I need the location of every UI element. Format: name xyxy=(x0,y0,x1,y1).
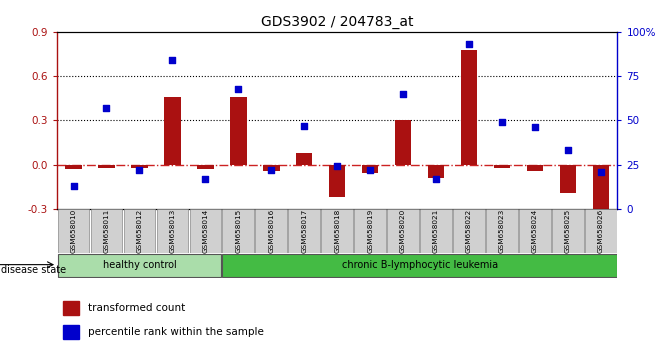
Bar xyxy=(62,301,79,315)
Text: percentile rank within the sample: percentile rank within the sample xyxy=(88,327,264,337)
Text: GSM658012: GSM658012 xyxy=(136,209,142,253)
Bar xyxy=(354,209,386,253)
Bar xyxy=(552,209,584,253)
Text: GSM658011: GSM658011 xyxy=(103,209,109,253)
Text: GSM658016: GSM658016 xyxy=(268,209,274,253)
Bar xyxy=(362,165,378,173)
Text: GSM658013: GSM658013 xyxy=(169,209,175,253)
Bar xyxy=(420,209,452,253)
Bar xyxy=(329,165,346,197)
Bar xyxy=(91,209,122,253)
Bar xyxy=(98,165,115,167)
Text: GSM658010: GSM658010 xyxy=(70,209,76,253)
Bar xyxy=(65,165,82,169)
Bar xyxy=(164,97,180,165)
Text: GSM658014: GSM658014 xyxy=(203,209,209,253)
Bar xyxy=(560,165,576,193)
Text: transformed count: transformed count xyxy=(88,303,185,313)
Point xyxy=(68,183,79,189)
Point xyxy=(299,123,309,129)
Bar xyxy=(58,209,89,253)
Bar xyxy=(256,209,287,253)
Point xyxy=(365,167,376,173)
Point xyxy=(266,167,276,173)
Point xyxy=(101,105,112,111)
Title: GDS3902 / 204783_at: GDS3902 / 204783_at xyxy=(261,16,413,29)
Bar xyxy=(527,165,543,171)
Bar xyxy=(395,120,411,165)
Text: GSM658026: GSM658026 xyxy=(598,209,604,253)
Point xyxy=(431,176,442,182)
Bar xyxy=(223,209,254,253)
Text: healthy control: healthy control xyxy=(103,259,176,270)
Point xyxy=(398,91,409,97)
Text: GSM658022: GSM658022 xyxy=(466,209,472,253)
Point xyxy=(233,86,244,91)
Bar xyxy=(296,153,313,165)
Text: chronic B-lymphocytic leukemia: chronic B-lymphocytic leukemia xyxy=(342,259,498,270)
Point xyxy=(529,125,540,130)
Text: GSM658024: GSM658024 xyxy=(532,209,538,253)
Text: GSM658021: GSM658021 xyxy=(433,209,439,253)
Point xyxy=(331,164,342,169)
Bar xyxy=(289,209,320,253)
Bar xyxy=(321,209,353,253)
Text: GSM658025: GSM658025 xyxy=(565,209,571,253)
Bar xyxy=(223,254,617,276)
Bar xyxy=(519,209,551,253)
Text: GSM658020: GSM658020 xyxy=(400,209,406,253)
Point xyxy=(464,41,474,47)
Bar xyxy=(197,165,213,169)
Bar xyxy=(428,165,444,178)
Bar xyxy=(123,209,155,253)
Bar xyxy=(461,50,477,165)
Text: GSM658023: GSM658023 xyxy=(499,209,505,253)
Bar xyxy=(494,165,510,167)
Bar xyxy=(453,209,485,253)
Point xyxy=(497,119,507,125)
Bar xyxy=(592,165,609,209)
Bar xyxy=(387,209,419,253)
Point xyxy=(595,169,606,175)
Point xyxy=(200,176,211,182)
Bar xyxy=(156,209,188,253)
Bar xyxy=(263,165,280,171)
Point xyxy=(562,148,573,153)
Text: GSM658019: GSM658019 xyxy=(367,209,373,253)
Bar xyxy=(230,97,246,165)
Bar xyxy=(585,209,617,253)
Text: GSM658017: GSM658017 xyxy=(301,209,307,253)
Point xyxy=(167,57,178,63)
Text: GSM658018: GSM658018 xyxy=(334,209,340,253)
Bar xyxy=(189,209,221,253)
Bar xyxy=(58,254,221,276)
Point xyxy=(134,167,145,173)
Bar xyxy=(132,165,148,167)
Text: GSM658015: GSM658015 xyxy=(236,209,242,253)
Text: disease state: disease state xyxy=(1,265,66,275)
Bar xyxy=(486,209,518,253)
Bar xyxy=(62,325,79,339)
